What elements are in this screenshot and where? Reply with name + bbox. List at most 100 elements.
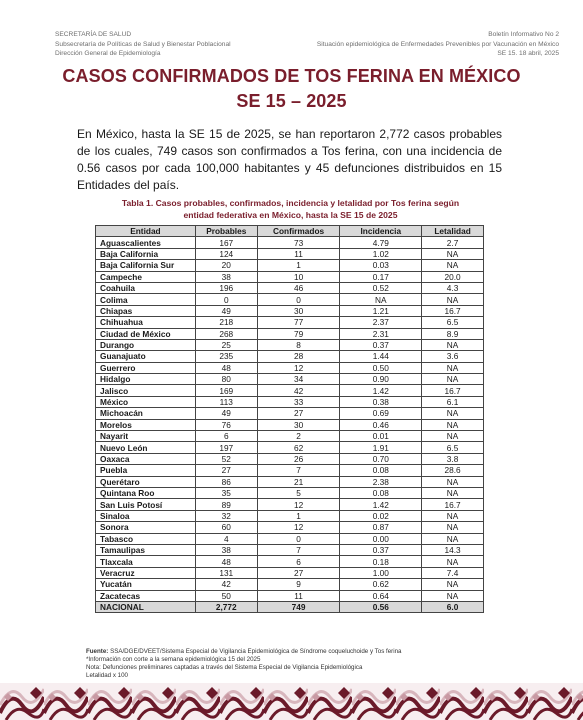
value-cell: 268: [194, 327, 258, 340]
value-cell: 38: [194, 270, 258, 283]
value-cell: 7.4: [421, 566, 484, 580]
column-header: Entidad: [95, 224, 196, 238]
entity-cell: Colima: [95, 293, 196, 306]
value-cell: 11: [256, 589, 341, 602]
table-row: San Luis Potosí 89 12 1.42 16.7: [95, 498, 484, 511]
value-cell: 4.3: [421, 281, 484, 295]
value-cell: 124: [194, 247, 258, 261]
column-header: Incidencia: [339, 224, 423, 238]
intro-paragraph: En México, hasta la SE 15 de 2025, se ha…: [77, 127, 502, 192]
entity-cell: Aguascalientes: [95, 236, 196, 249]
table-row: Sinaloa 32 1 0.02 NA: [95, 509, 484, 523]
value-cell: 5: [256, 486, 341, 500]
entity-cell: Sonora: [95, 521, 196, 534]
value-cell: NA: [421, 418, 484, 432]
value-cell: 7: [256, 543, 341, 557]
entity-cell: Campeche: [95, 270, 196, 283]
value-cell: 76: [194, 418, 258, 432]
table-row: Coahuila 196 46 0.52 4.3: [95, 281, 484, 295]
entity-cell: Chihuahua: [95, 316, 196, 329]
value-cell: 0.64: [339, 589, 423, 602]
value-cell: 0.87: [339, 521, 423, 534]
table-row: Morelos 76 30 0.46 NA: [95, 418, 484, 432]
header-line: Subsecretaría de Políticas de Salud y Bi…: [55, 40, 231, 48]
value-cell: NA: [421, 486, 484, 500]
column-header: Letalidad: [421, 224, 484, 238]
value-cell: 12: [256, 521, 341, 534]
entity-cell: Zacatecas: [95, 589, 196, 602]
value-cell: 8: [256, 338, 341, 352]
value-cell: NA: [421, 373, 484, 386]
value-cell: 2.31: [339, 327, 423, 340]
value-cell: 27: [256, 407, 341, 420]
value-cell: 30: [256, 304, 341, 318]
value-cell: NA: [421, 555, 484, 568]
value-cell: 9: [256, 578, 341, 591]
entity-cell: Jalisco: [95, 384, 196, 397]
value-cell: 28: [256, 350, 341, 363]
value-cell: 169: [194, 384, 258, 397]
entity-cell: Michoacán: [95, 407, 196, 420]
value-cell: 42: [256, 384, 341, 397]
entity-cell: Morelos: [95, 418, 196, 432]
value-cell: 218: [194, 316, 258, 329]
table-notes: Fuente: SSA/DGE/DVEET/Sistema Especial d…: [86, 648, 402, 680]
value-cell: 1.42: [339, 384, 423, 397]
table-row: Guanajuato 235 28 1.44 3.6: [95, 350, 484, 363]
value-cell: 77: [256, 316, 341, 329]
entity-cell: Chiapas: [95, 304, 196, 318]
value-cell: 0.17: [339, 270, 423, 283]
decorative-pattern-band: [0, 683, 583, 720]
table-row: Baja California Sur 20 1 0.03 NA: [95, 259, 484, 272]
page-title: CASOS CONFIRMADOS DE TOS FERINA EN MÉXIC…: [0, 64, 583, 114]
value-cell: 2.37: [339, 316, 423, 329]
value-cell: 0: [194, 293, 258, 306]
entity-cell: Nayarit: [95, 430, 196, 443]
value-cell: 50: [194, 589, 258, 602]
table-row: Oaxaca 52 26 0.70 3.8: [95, 452, 484, 466]
table-row: Campeche 38 10 0.17 20.0: [95, 270, 484, 283]
entity-cell: Tlaxcala: [95, 555, 196, 568]
bulletin-header: Boletín Informativo No 2 Situación epide…: [317, 30, 559, 59]
value-cell: 20.0: [421, 270, 484, 283]
value-cell: 89: [194, 498, 258, 511]
table-row: Ciudad de México 268 79 2.31 8.9: [95, 327, 484, 340]
value-cell: NA: [421, 475, 484, 489]
value-cell: 1.02: [339, 247, 423, 261]
value-cell: 86: [194, 475, 258, 489]
value-cell: 25: [194, 338, 258, 352]
value-cell: NA: [421, 407, 484, 420]
value-cell: NA: [421, 247, 484, 261]
value-cell: 16.7: [421, 384, 484, 397]
table-row: Tamaulipas 38 7 0.37 14.3: [95, 543, 484, 557]
value-cell: 0.00: [339, 532, 423, 545]
entity-cell: NACIONAL: [95, 600, 196, 614]
header-line: Boletín Informativo No 2: [488, 31, 559, 38]
entity-cell: Hidalgo: [95, 373, 196, 386]
value-cell: 62: [256, 441, 341, 454]
value-cell: 27: [256, 566, 341, 580]
table-row: Querétaro 86 21 2.38 NA: [95, 475, 484, 489]
value-cell: 35: [194, 486, 258, 500]
note-line: Letalidad x 100: [86, 671, 128, 679]
value-cell: 10: [256, 270, 341, 283]
value-cell: 0.08: [339, 464, 423, 477]
entity-cell: Guanajuato: [95, 350, 196, 363]
value-cell: 0.56: [339, 600, 423, 614]
table-row: Zacatecas 50 11 0.64 NA: [95, 589, 484, 602]
value-cell: 0.02: [339, 509, 423, 523]
value-cell: 26: [256, 452, 341, 466]
value-cell: NA: [421, 293, 484, 306]
value-cell: 0: [256, 293, 341, 306]
entity-cell: Oaxaca: [95, 452, 196, 466]
source-label: Fuente:: [86, 648, 109, 655]
table-row: Nayarit 6 2 0.01 NA: [95, 430, 484, 443]
value-cell: 0.01: [339, 430, 423, 443]
value-cell: 48: [194, 361, 258, 375]
value-cell: 0: [256, 532, 341, 545]
value-cell: 60: [194, 521, 258, 534]
value-cell: 21: [256, 475, 341, 489]
table-row: Puebla 27 7 0.08 28.6: [95, 464, 484, 477]
value-cell: 3.6: [421, 350, 484, 363]
value-cell: 1.21: [339, 304, 423, 318]
